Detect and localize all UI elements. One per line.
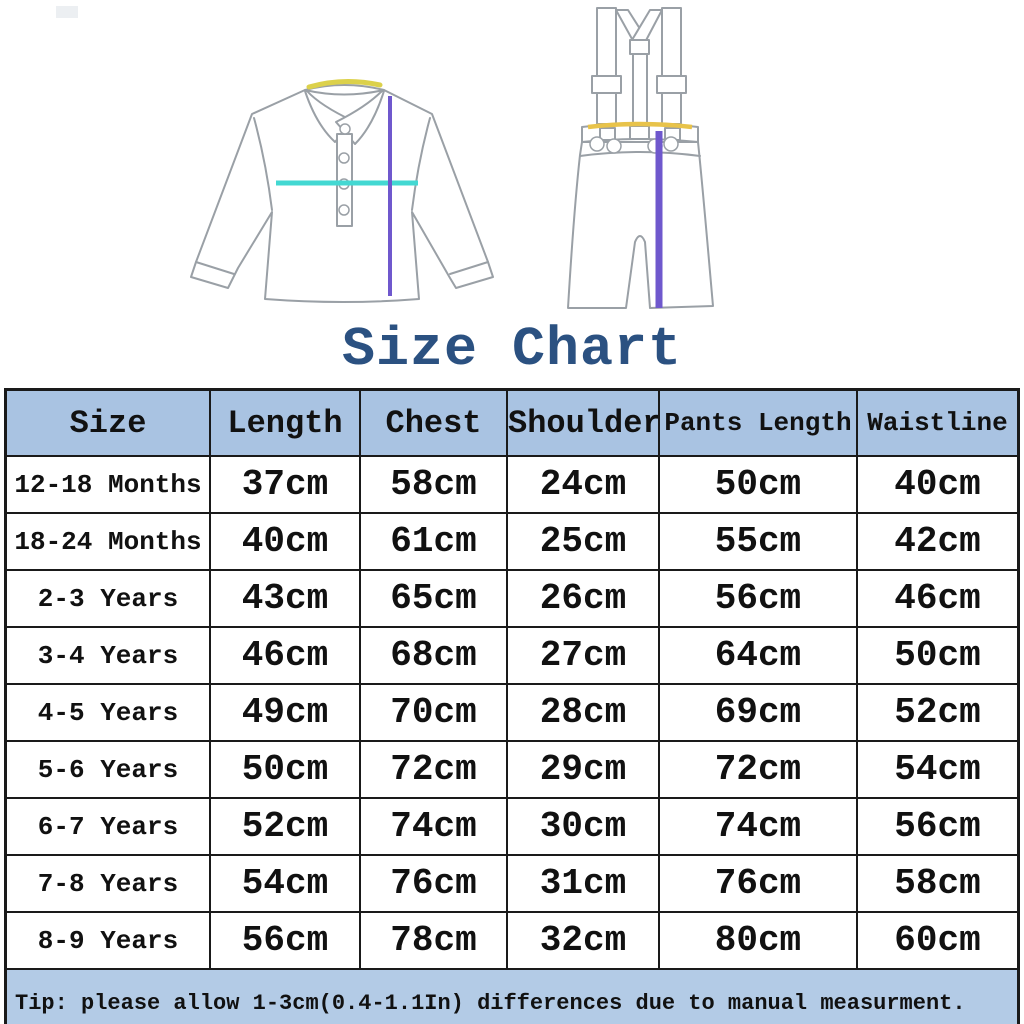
size-cell: 18-24 Months bbox=[4, 512, 211, 571]
value-cell: 58cm bbox=[359, 455, 508, 514]
value-cell: 68cm bbox=[359, 626, 508, 685]
size-table-wrap: Size Length Chest Shoulder Pants Length Waist… bbox=[4, 388, 1020, 1024]
value-cell: 56cm bbox=[855, 797, 1020, 856]
value-cell: 60cm bbox=[855, 911, 1020, 970]
table-row: 4-5 Years 49cm 70cm 28cm 69cm 52cm bbox=[4, 683, 1020, 742]
value-cell: 25cm bbox=[505, 512, 660, 571]
pants-diagram bbox=[567, 7, 714, 309]
page-title: Size Chart bbox=[341, 318, 683, 381]
value-cell: 46cm bbox=[855, 569, 1020, 628]
table-header-row: Size Length Chest Shoulder Pants Length Waist… bbox=[4, 388, 1020, 457]
size-cell: 3-4 Years bbox=[4, 626, 211, 685]
value-cell: 56cm bbox=[657, 569, 858, 628]
column-header: Waistline bbox=[855, 388, 1020, 457]
size-cell: 2-3 Years bbox=[4, 569, 211, 628]
size-cell: 6-7 Years bbox=[4, 797, 211, 856]
table-row: 3-4 Years 46cm 68cm 27cm 64cm 50cm bbox=[4, 626, 1020, 685]
column-header: Length bbox=[209, 388, 361, 457]
tip-text: Tip: please allow 1-3cm(0.4-1.1In) diffe… bbox=[4, 968, 1020, 1024]
column-header: Shoulder bbox=[505, 388, 660, 457]
value-cell: 58cm bbox=[855, 854, 1020, 913]
table-row: 8-9 Years 56cm 78cm 32cm 80cm 60cm bbox=[4, 911, 1020, 970]
value-cell: 54cm bbox=[855, 740, 1020, 799]
value-cell: 74cm bbox=[359, 797, 508, 856]
garment-diagrams bbox=[190, 7, 714, 309]
size-table: Size Length Chest Shoulder Pants Length Waist… bbox=[4, 388, 1020, 1024]
table-row: 2-3 Years 43cm 65cm 26cm 56cm 46cm bbox=[4, 569, 1020, 628]
value-cell: 52cm bbox=[209, 797, 361, 856]
table-row: 18-24 Months 40cm 61cm 25cm 55cm 42cm bbox=[4, 512, 1020, 571]
value-cell: 50cm bbox=[855, 626, 1020, 685]
value-cell: 76cm bbox=[657, 854, 858, 913]
value-cell: 49cm bbox=[209, 683, 361, 742]
column-header: Size bbox=[4, 388, 211, 457]
value-cell: 65cm bbox=[359, 569, 508, 628]
value-cell: 54cm bbox=[209, 854, 361, 913]
tip-row: Tip: please allow 1-3cm(0.4-1.1In) diffe… bbox=[4, 968, 1020, 1024]
value-cell: 40cm bbox=[209, 512, 361, 571]
value-cell: 78cm bbox=[359, 911, 508, 970]
value-cell: 80cm bbox=[657, 911, 858, 970]
table-row: 7-8 Years 54cm 76cm 31cm 76cm 58cm bbox=[4, 854, 1020, 913]
value-cell: 74cm bbox=[657, 797, 858, 856]
value-cell: 64cm bbox=[657, 626, 858, 685]
value-cell: 27cm bbox=[505, 626, 660, 685]
value-cell: 28cm bbox=[505, 683, 660, 742]
value-cell: 50cm bbox=[209, 740, 361, 799]
size-cell: 12-18 Months bbox=[4, 455, 211, 514]
size-cell: 7-8 Years bbox=[4, 854, 211, 913]
value-cell: 56cm bbox=[209, 911, 361, 970]
column-header: Chest bbox=[359, 388, 508, 457]
size-cell: 5-6 Years bbox=[4, 740, 211, 799]
value-cell: 42cm bbox=[855, 512, 1020, 571]
size-cell: 8-9 Years bbox=[4, 911, 211, 970]
shirt-diagram bbox=[190, 78, 494, 303]
value-cell: 76cm bbox=[359, 854, 508, 913]
value-cell: 72cm bbox=[359, 740, 508, 799]
table-row: 5-6 Years 50cm 72cm 29cm 72cm 54cm bbox=[4, 740, 1020, 799]
value-cell: 37cm bbox=[209, 455, 361, 514]
value-cell: 70cm bbox=[359, 683, 508, 742]
table-row: 6-7 Years 52cm 74cm 30cm 74cm 56cm bbox=[4, 797, 1020, 856]
size-cell: 4-5 Years bbox=[4, 683, 211, 742]
value-cell: 61cm bbox=[359, 512, 508, 571]
value-cell: 69cm bbox=[657, 683, 858, 742]
value-cell: 43cm bbox=[209, 569, 361, 628]
value-cell: 46cm bbox=[209, 626, 361, 685]
value-cell: 24cm bbox=[505, 455, 660, 514]
value-cell: 29cm bbox=[505, 740, 660, 799]
value-cell: 52cm bbox=[855, 683, 1020, 742]
table-row: 12-18 Months 37cm 58cm 24cm 50cm 40cm bbox=[4, 455, 1020, 514]
value-cell: 31cm bbox=[505, 854, 660, 913]
value-cell: 40cm bbox=[855, 455, 1020, 514]
value-cell: 30cm bbox=[505, 797, 660, 856]
value-cell: 26cm bbox=[505, 569, 660, 628]
value-cell: 32cm bbox=[505, 911, 660, 970]
value-cell: 72cm bbox=[657, 740, 858, 799]
faint-watermark bbox=[56, 6, 78, 18]
value-cell: 55cm bbox=[657, 512, 858, 571]
value-cell: 50cm bbox=[657, 455, 858, 514]
waist-measure-line bbox=[587, 121, 693, 130]
column-header: Pants Length bbox=[657, 388, 858, 457]
shoulder-measure-line bbox=[306, 78, 383, 90]
